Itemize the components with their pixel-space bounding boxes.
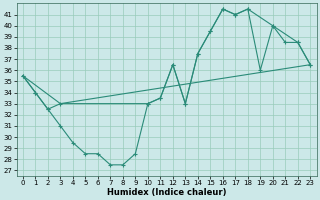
X-axis label: Humidex (Indice chaleur): Humidex (Indice chaleur)	[107, 188, 226, 197]
